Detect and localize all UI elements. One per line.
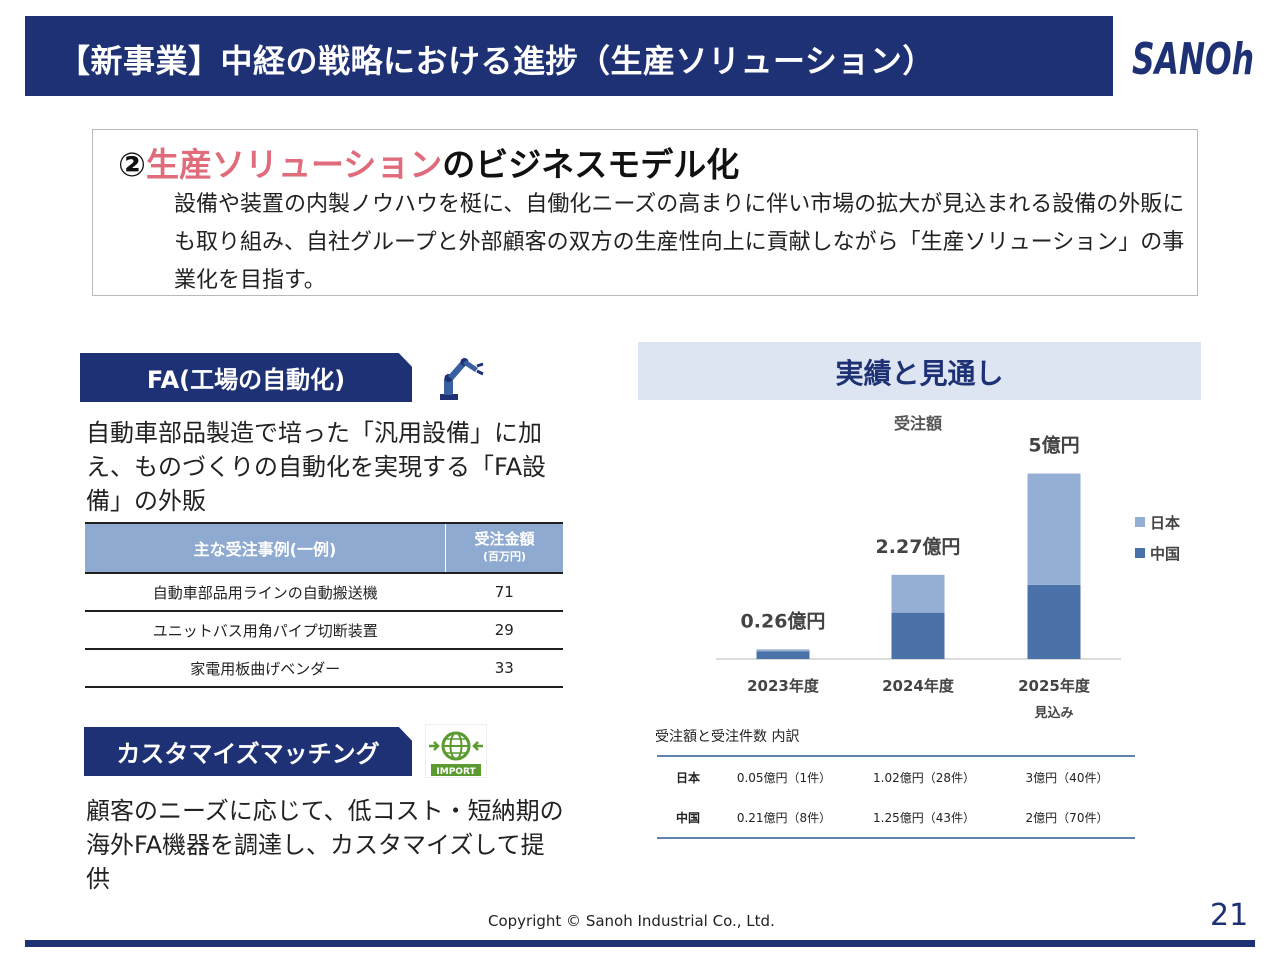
heading-accent: 生産ソリューション [145, 145, 443, 184]
col-header-amount-label: 受注金額 [474, 530, 535, 548]
x-tick-label: 2025年度 [1018, 677, 1091, 695]
bar-中国-2024年度 [891, 612, 945, 659]
table-row: 日本 0.05億円（1件） 1.02億円（28件） 3億円（40件） [657, 755, 1135, 797]
breakdown-table: 日本 0.05億円（1件） 1.02億円（28件） 3億円（40件） 中国 0.… [657, 755, 1135, 839]
logo-text: SANOh [1132, 34, 1254, 84]
breakdown-2025: 2億円（70件） [999, 797, 1135, 839]
import-globe-icon: IMPORT [425, 724, 487, 778]
table-row: ユニットバス用角パイプ切断装置 29 [85, 611, 563, 650]
fa-description: 自動車部品製造で培った「汎用設備」に加え、ものづくりの自動化を実現する「FA設備… [86, 419, 547, 515]
legend-label: 中国 [1150, 545, 1180, 563]
intro-box [92, 129, 1198, 296]
breakdown-2023: 0.21億円（8件） [719, 797, 849, 839]
row-amount: 29 [445, 611, 563, 650]
results-title: 実績と見通し [835, 357, 1004, 390]
customize-description: 顧客のニーズに応じて、低コスト・短納期の海外FA機器を調達し、カスタマイズして提… [86, 797, 564, 893]
row-name: 自動車部品用ラインの自動搬送機 [85, 573, 446, 612]
import-text: IMPORT [436, 767, 476, 777]
chart-title: 受注額 [894, 414, 942, 433]
col-header-amount: 受注金額 (百万円) [445, 522, 563, 574]
bar-中国-2023年度 [756, 651, 810, 659]
table-row: 家電用板曲げベンダー 33 [85, 649, 563, 688]
bar-日本-2024年度 [891, 574, 945, 613]
breakdown-country: 中国 [657, 797, 719, 839]
breakdown-2023: 0.05億円（1件） [719, 755, 849, 797]
page-title: 【新事業】中経の戦略における進捗（生産ソリューション） [58, 42, 935, 80]
col-header-examples: 主な受注事例(一例) [85, 522, 446, 574]
legend-swatch-中国 [1135, 548, 1145, 558]
legend-swatch-日本 [1135, 517, 1145, 527]
order-examples-table: 主な受注事例(一例) 受注金額 (百万円) 自動車部品用ラインの自動搬送機 71 … [85, 522, 563, 688]
row-name: 家電用板曲げベンダー [85, 649, 446, 688]
table-row: 中国 0.21億円（8件） 1.25億円（43件） 2億円（70件） [657, 797, 1135, 839]
col-header-amount-unit: (百万円) [482, 550, 527, 563]
robot-arm-icon [440, 358, 484, 400]
table-row: 自動車部品用ラインの自動搬送機 71 [85, 573, 563, 612]
bar-total-label: 5億円 [1028, 434, 1079, 457]
bar-日本-2025年度 [1027, 473, 1081, 585]
bar-total-label: 0.26億円 [741, 609, 826, 632]
bar-中国-2025年度 [1027, 584, 1081, 659]
header-bar [25, 16, 1113, 96]
breakdown-2024: 1.02億円（28件） [849, 755, 999, 797]
results-band [638, 342, 1201, 400]
bar-日本-2023年度 [756, 649, 810, 652]
breakdown-label: 受注額と受注件数 内訳 [655, 729, 800, 745]
row-amount: 33 [445, 649, 563, 688]
breakdown-country: 日本 [657, 755, 719, 797]
x-tick-label: 2023年度 [747, 677, 820, 695]
page-number: 21 [1210, 898, 1249, 933]
intro-heading: ②生産ソリューションのビジネスモデル化 [118, 138, 739, 186]
row-name: ユニットバス用角パイプ切断装置 [85, 611, 446, 650]
heading-suffix: のビジネスモデル化 [442, 145, 740, 184]
bar-total-label: 2.27億円 [876, 535, 961, 558]
customize-tab: カスタマイズマッチング [84, 727, 412, 776]
x-tick-label: 2024年度 [882, 677, 955, 695]
sanoh-logo: SANOh [1132, 34, 1254, 84]
heading-prefix: ② [118, 145, 146, 184]
x-tick-note: 見込み [1033, 705, 1073, 721]
intro-body: 設備や装置の内製ノウハウを梃に、自働化ニーズの高まりに伴い市場の拡大が見込まれる… [174, 192, 1185, 293]
footer-bar [25, 940, 1255, 947]
breakdown-2024: 1.25億円（43件） [849, 797, 999, 839]
legend-label: 日本 [1150, 514, 1180, 532]
row-amount: 71 [445, 573, 563, 612]
breakdown-2025: 3億円（40件） [999, 755, 1135, 797]
copyright: Copyright © Sanoh Industrial Co., Ltd. [488, 912, 775, 930]
fa-tab: FA(工場の自動化) [80, 353, 412, 402]
